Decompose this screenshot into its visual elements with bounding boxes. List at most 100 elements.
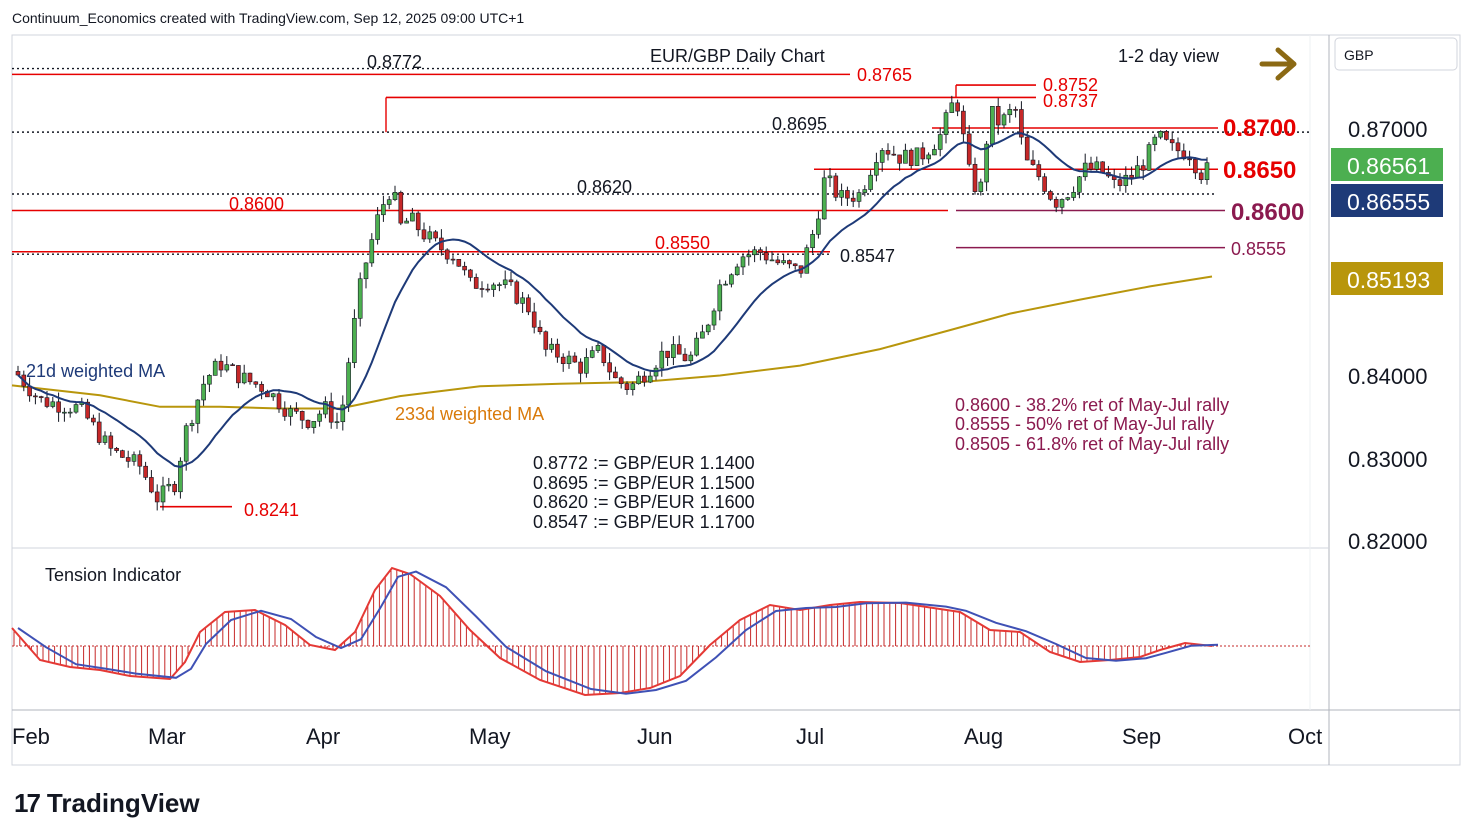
candle (740, 253, 746, 276)
candle-body (740, 256, 746, 268)
candle (584, 348, 589, 378)
candle (526, 294, 531, 316)
candle (1088, 156, 1094, 171)
retracement-2: 0.8505 - 61.8% ret of May-Jul rally (955, 434, 1229, 454)
candle-body (120, 450, 125, 458)
candle (955, 99, 960, 117)
candle-body (468, 269, 473, 278)
tradingview-logo[interactable]: 17 TradingView (14, 788, 200, 819)
indicator-fast-line (11, 566, 1213, 697)
candle (1036, 160, 1042, 181)
candle-body (769, 259, 775, 262)
candle (653, 365, 659, 381)
candle-body (850, 197, 856, 202)
candle (671, 336, 676, 366)
candle-body (497, 284, 502, 286)
candle (903, 143, 908, 164)
candle (978, 178, 984, 196)
candle (1135, 155, 1140, 178)
candle-body (1042, 176, 1047, 192)
candle-body (218, 360, 224, 371)
candle (27, 377, 32, 402)
candle (1019, 101, 1024, 145)
candle-body (630, 383, 636, 390)
candle-body (711, 310, 717, 326)
candle (450, 255, 456, 265)
conversion-2: 0.8620 := GBP/EUR 1.1600 (533, 492, 755, 512)
candle (241, 364, 247, 385)
candle (91, 414, 96, 426)
candle-body (937, 134, 943, 150)
candle (1013, 106, 1018, 118)
candle-body (607, 362, 612, 373)
currency-label: GBP (1344, 47, 1374, 63)
indicator-slow-line (17, 570, 1219, 695)
candle-body (1094, 161, 1100, 170)
tradingview-logo-icon: 17 (14, 788, 41, 818)
candle (473, 273, 479, 289)
candle-body (183, 425, 189, 462)
x-tick-sep: Sep (1122, 724, 1161, 749)
candle-body (775, 259, 781, 264)
label-0.8737: 0.8737 (1043, 91, 1098, 111)
candle (1030, 150, 1036, 166)
candle (613, 366, 618, 379)
candle-body (555, 343, 560, 358)
candle-body (665, 350, 670, 358)
candle (595, 341, 601, 354)
candle (207, 374, 212, 393)
candle-body (961, 110, 966, 135)
candle (230, 363, 235, 367)
candle (427, 225, 433, 243)
candle (96, 412, 102, 445)
candle (862, 185, 868, 197)
candle-body (102, 435, 108, 443)
candle-body (682, 353, 688, 362)
ma233-badge (1331, 262, 1443, 295)
candle (154, 484, 160, 511)
y-tick-0.84000: 0.84000 (1348, 364, 1428, 389)
candle (711, 308, 717, 330)
candle-body (613, 371, 618, 379)
candle (1001, 112, 1007, 129)
candle-body (73, 404, 79, 413)
candle-body (33, 395, 38, 398)
candle (763, 246, 769, 265)
candle (914, 147, 920, 166)
candle (879, 148, 885, 172)
candle (833, 172, 839, 202)
candle-body (734, 266, 740, 276)
candle-body (259, 383, 264, 392)
candle-body (763, 252, 769, 261)
candle (125, 450, 131, 468)
candle-body (717, 284, 723, 312)
candle-body (404, 220, 409, 224)
conversion-3: 0.8547 := GBP/EUR 1.1700 (533, 512, 755, 532)
candle (259, 381, 264, 400)
candle (932, 144, 937, 156)
candle-body (560, 356, 566, 364)
candle (189, 419, 195, 432)
candle-body (323, 401, 328, 415)
candle (236, 365, 241, 389)
candle-body (1175, 142, 1181, 152)
candle (995, 98, 1001, 135)
candle-body (845, 190, 850, 199)
candle-body (885, 150, 891, 155)
conversion-0: 0.8772 := GBP/EUR 1.1400 (533, 453, 755, 473)
candle-body (816, 218, 821, 235)
candle-body (1001, 114, 1007, 126)
candle (381, 195, 386, 222)
candle-body (833, 175, 839, 198)
candle-body (96, 421, 102, 443)
candle (340, 395, 346, 431)
candle (421, 222, 427, 243)
candle-body (56, 401, 61, 413)
ma21-badge (1331, 184, 1443, 217)
candle (282, 401, 288, 421)
candle (659, 341, 665, 377)
candle (827, 168, 833, 188)
candle (856, 189, 862, 208)
currency-box[interactable] (1334, 37, 1458, 71)
